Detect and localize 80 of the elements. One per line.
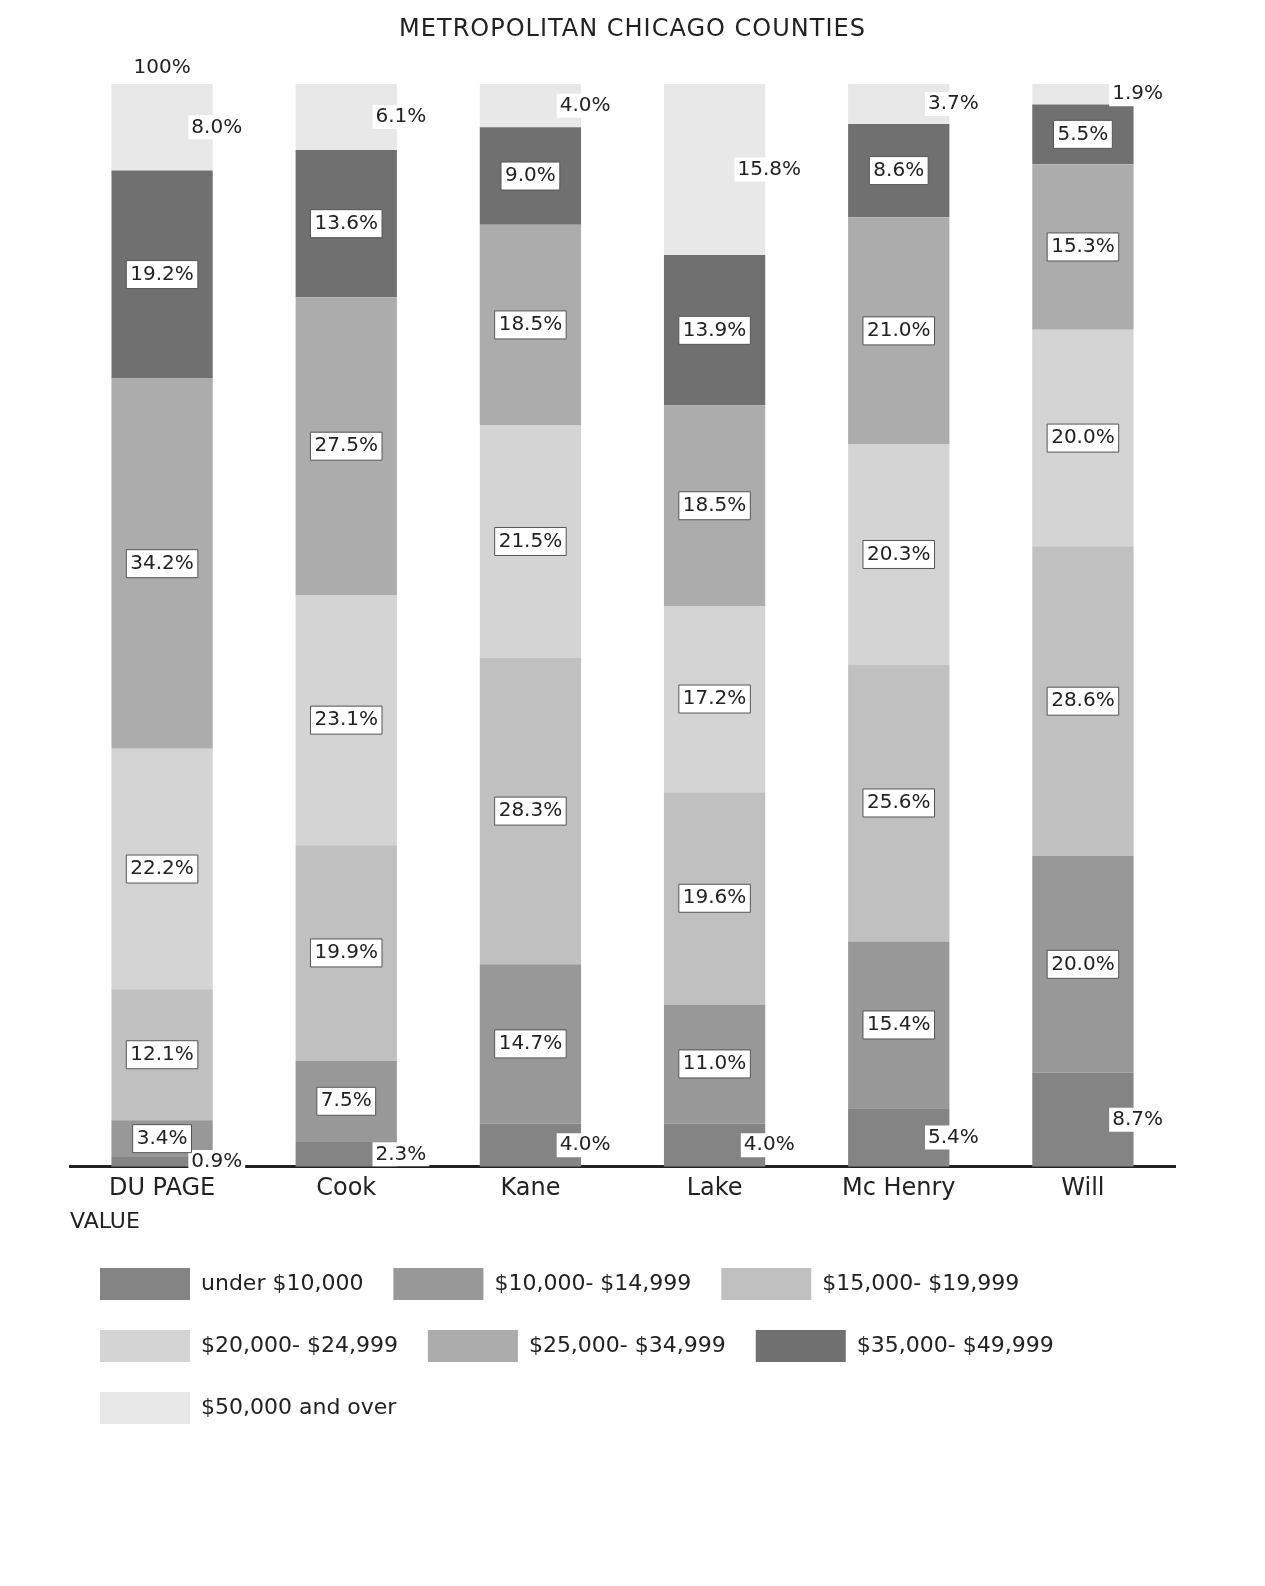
legend-label: $25,000- $34,999	[528, 1331, 726, 1357]
data-label: 4.0%	[559, 91, 611, 116]
data-label: 20.0%	[1051, 424, 1115, 449]
data-label: 2.3%	[375, 1140, 427, 1165]
data-label: 14.7%	[498, 1030, 563, 1055]
data-label: 8.7%	[1112, 1105, 1163, 1130]
data-label: 4.0%	[559, 1131, 611, 1156]
chart-title: METROPOLITAN CHICAGO COUNTIES	[398, 13, 867, 44]
legend-label: $35,000- $49,999	[856, 1331, 1054, 1357]
legend-title: VALUE	[70, 1208, 140, 1234]
data-label: 13.9%	[682, 316, 747, 341]
data-label: 11.0%	[682, 1050, 747, 1075]
x-tick-label: DU PAGE	[108, 1173, 216, 1202]
data-label: 4.0%	[743, 1131, 795, 1156]
data-label: 12.1%	[130, 1040, 194, 1065]
x-tick-label: Will	[1061, 1173, 1105, 1202]
data-label: 0.9%	[191, 1148, 243, 1173]
bar	[663, 792, 766, 1005]
data-label: 5.4%	[927, 1123, 979, 1148]
bar	[1032, 546, 1134, 857]
data-label: 5.5%	[1057, 120, 1109, 145]
bar	[111, 170, 213, 379]
data-label: 15.4%	[866, 1011, 931, 1036]
data-label: 8.0%	[191, 113, 243, 138]
x-tick-label: Kane	[500, 1173, 561, 1202]
data-label: 19.6%	[682, 884, 747, 909]
legend-label: $15,000- $19,999	[822, 1269, 1020, 1295]
bar	[479, 224, 582, 426]
data-label: 8.6%	[873, 156, 925, 181]
data-label: 20.3%	[866, 540, 931, 565]
data-label: 7.5%	[320, 1087, 372, 1112]
bar	[479, 964, 582, 1124]
data-label: 3.4%	[136, 1124, 188, 1149]
bar	[663, 255, 766, 406]
data-label: 20.0%	[1051, 950, 1115, 975]
bar	[848, 217, 950, 445]
legend-label: $50,000 and over	[201, 1393, 398, 1419]
bar	[848, 444, 950, 665]
legend-label: $10,000- $14,999	[494, 1269, 692, 1295]
bar	[295, 595, 397, 846]
bar	[1032, 856, 1134, 1073]
data-label: 22.2%	[130, 855, 194, 880]
data-label: 25.6%	[866, 789, 931, 814]
data-label: 18.5%	[498, 311, 563, 336]
data-label: 17.2%	[682, 685, 747, 710]
data-label: 27.5%	[314, 432, 379, 457]
annotation: 100%	[133, 54, 191, 79]
legend-label: $20,000- $24,999	[201, 1331, 398, 1357]
bar	[848, 941, 950, 1109]
data-label: 28.6%	[1051, 687, 1115, 712]
data-label: 15.3%	[1051, 233, 1115, 258]
data-label: 15.8%	[737, 155, 802, 180]
bar	[295, 297, 397, 596]
bar	[479, 425, 582, 658]
data-label: 3.7%	[927, 90, 979, 115]
bar	[111, 378, 213, 749]
data-label: 23.1%	[314, 706, 379, 731]
x-tick-label: Cook	[316, 1173, 377, 1202]
bar	[111, 748, 213, 990]
bar	[295, 845, 397, 1061]
data-label: 1.9%	[1112, 80, 1163, 105]
legend-label: under $10,000	[201, 1269, 364, 1295]
data-label: 13.6%	[314, 209, 379, 234]
data-label: 19.9%	[314, 939, 379, 964]
bar	[663, 605, 766, 793]
data-label: 28.3%	[498, 797, 563, 822]
data-label: 18.5%	[682, 491, 747, 516]
data-label: 19.2%	[130, 260, 194, 285]
x-tick-label: Mc Henry	[841, 1173, 956, 1202]
bar	[479, 657, 582, 965]
data-label: 6.1%	[375, 103, 427, 128]
bar	[1032, 329, 1134, 547]
data-label: 9.0%	[505, 162, 556, 187]
data-label: 34.2%	[130, 549, 194, 574]
x-tick-label: Lake	[686, 1173, 743, 1202]
data-label: 21.5%	[498, 527, 563, 552]
bar	[848, 664, 950, 942]
data-label: 21.0%	[866, 317, 931, 342]
bar	[1032, 164, 1134, 330]
bar	[663, 405, 766, 606]
